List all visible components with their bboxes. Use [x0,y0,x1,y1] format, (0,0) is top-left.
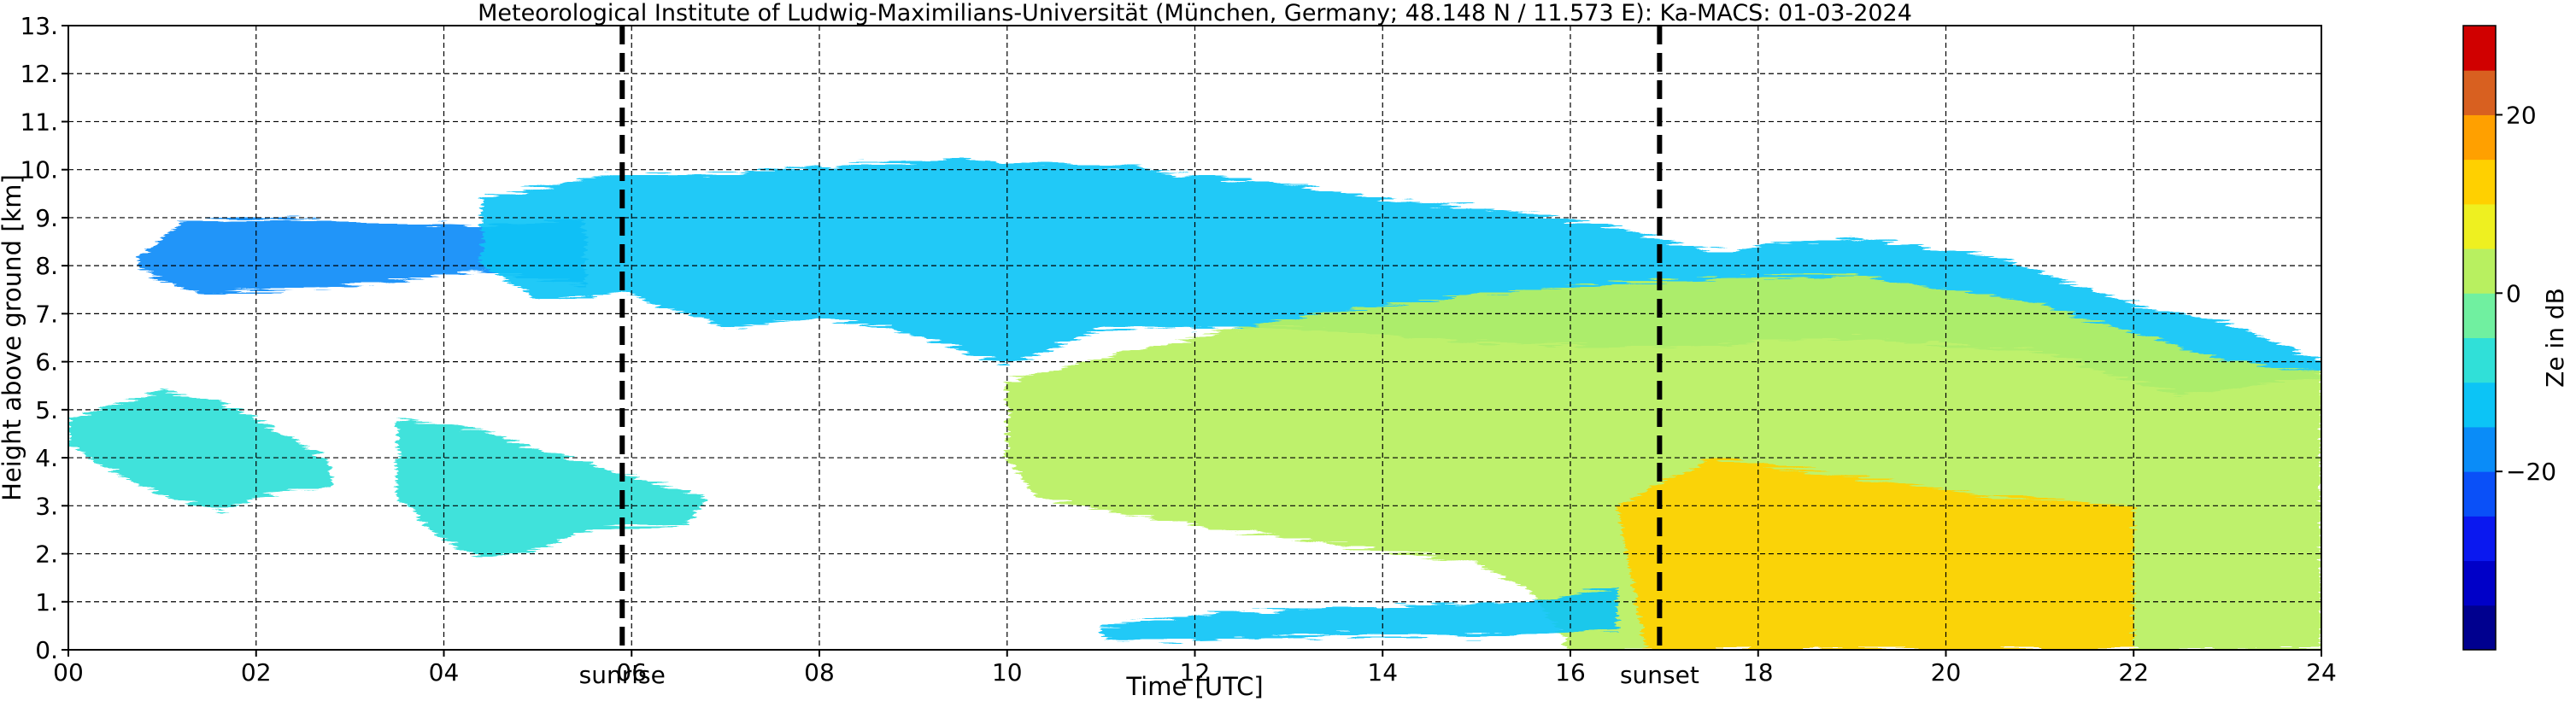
colorbar-frame [2462,25,2497,651]
x-tick-label: 02 [241,658,272,687]
colorbar-tick-label: 0 [2506,279,2521,307]
y-tick-label: 2. [35,540,58,569]
x-axis-label: Time [UTC] [1125,672,1263,701]
y-tick-label: 9. [35,204,58,232]
colorbar-segment [2463,114,2496,161]
x-tick-label: 22 [2118,658,2149,687]
colorbar-segment [2463,203,2496,249]
colorbar-segment [2463,516,2496,562]
y-axis-label: Height above ground [km] [0,174,26,501]
colorbar-segment [2463,293,2496,338]
x-tick-label: 08 [804,658,835,687]
y-tick-label: 13. [20,12,58,40]
colorbar-tick-label: 20 [2506,101,2537,129]
colorbar-segment [2463,159,2496,205]
x-tick-label: 14 [1367,658,1398,687]
sunrise-label: sunrise [579,661,666,689]
y-tick-label: 0. [35,636,58,664]
echo-region-low-level-bands [1100,587,1617,640]
y-tick-label: 8. [35,252,58,280]
chart-title: Meteorological Institute of Ludwig-Maxim… [478,0,1912,26]
colorbar-segment [2463,26,2496,71]
x-tick-label: 06 [616,658,647,687]
y-tick-label: 4. [35,444,58,472]
x-tick-label: 18 [1743,658,1774,687]
echo-region-pre-sunrise-midlevel-cloud [396,419,707,559]
colorbar-segment [2463,471,2496,517]
echo-region-morning-cirrus [138,217,585,295]
x-tick-label: 24 [2306,658,2337,687]
colorbar-segment [2463,248,2496,294]
y-tick-label: 11. [20,108,58,136]
x-tick-label: 20 [1931,658,1962,687]
x-tick-label: 00 [53,658,84,687]
y-tick-label: 5. [35,396,58,424]
colorbar-label: Ze in dB [2541,288,2569,388]
colorbar-segment [2463,337,2496,383]
y-tick-label: 6. [35,348,58,377]
sunset-label: sunset [1620,661,1699,689]
colorbar-segment [2463,70,2496,115]
x-tick-label: 04 [429,658,460,687]
y-tick-label: 3. [35,492,58,520]
colorbar-segment [2463,605,2496,651]
x-tick-label: 16 [1555,658,1586,687]
x-tick-label: 12 [1180,658,1211,687]
y-tick-label: 10. [20,156,58,184]
y-tick-label: 1. [35,588,58,616]
y-tick-label: 12. [20,60,58,88]
y-tick-label: 7. [35,300,58,328]
colorbar-segment [2463,426,2496,472]
colorbar-segment [2463,560,2496,606]
colorbar-segment [2463,382,2496,428]
echo-region-morning-midlevel-cloud [68,390,332,511]
x-tick-label: 10 [992,658,1023,687]
colorbar-tick-label: −20 [2506,458,2556,486]
